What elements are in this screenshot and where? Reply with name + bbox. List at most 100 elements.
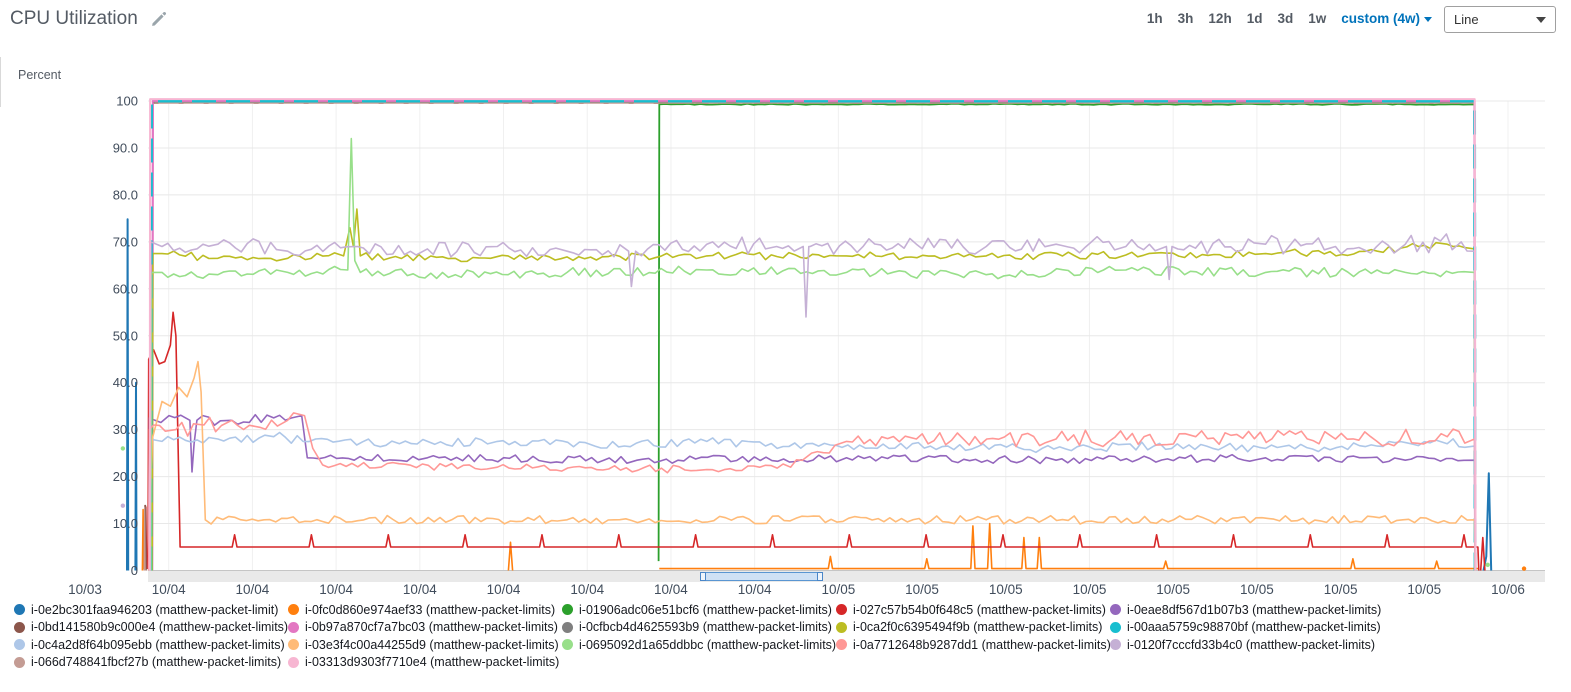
legend-item-i-03e3f4c00a44255d9[interactable]: i-03e3f4c00a44255d9 (matthew-packet-limi… bbox=[288, 636, 562, 654]
x-tick-label: 10/05 bbox=[1240, 582, 1274, 597]
y-tick-label: 20.0 bbox=[113, 469, 138, 484]
x-tick-label: 10/05 bbox=[1156, 582, 1190, 597]
chart-legend: i-0e2bc301faa946203 (matthew-packet-limi… bbox=[14, 601, 1381, 671]
series-line-i-0fc0d860e974aef33 bbox=[659, 522, 1480, 570]
legend-swatch bbox=[288, 639, 299, 651]
legend-item-i-027c57b54b0f648c5[interactable]: i-027c57b54b0f648c5 (matthew-packet-limi… bbox=[836, 601, 1110, 619]
series-line-i-03313d9303f7710e4 bbox=[148, 98, 1477, 571]
page-title: CPU Utilization bbox=[10, 8, 138, 29]
y-tick-label: 50.0 bbox=[113, 328, 138, 343]
range-button-3h[interactable]: 3h bbox=[1177, 11, 1194, 26]
legend-item-i-01906adc06e51bcf6[interactable]: i-01906adc06e51bcf6 (matthew-packet-limi… bbox=[562, 601, 836, 619]
legend-swatch bbox=[836, 621, 847, 633]
legend-item-i-00aaa5759c98870bf[interactable]: i-00aaa5759c98870bf (matthew-packet-limi… bbox=[1110, 619, 1381, 637]
chart-series bbox=[120, 98, 1527, 571]
legend-label: i-03313d9303f7710e4 (matthew-packet-limi… bbox=[305, 655, 560, 670]
legend-label: i-01906adc06e51bcf6 (matthew-packet-limi… bbox=[579, 602, 832, 617]
y-tick-label: 100 bbox=[116, 94, 138, 109]
data-point-i-0695092d1a65ddbbc bbox=[120, 446, 126, 451]
legend-item-i-0fc0d860e974aef33[interactable]: i-0fc0d860e974aef33 (matthew-packet-limi… bbox=[288, 601, 562, 619]
legend-swatch bbox=[1110, 621, 1121, 633]
x-tick-label: 10/04 bbox=[570, 582, 604, 597]
series-line-i-0695092d1a65ddbbc bbox=[150, 137, 1476, 571]
custom-range-label: custom (4w) bbox=[1341, 11, 1420, 26]
series-line-i-0eae8df567d1b07b3 bbox=[147, 413, 1476, 571]
scrubber-selection[interactable] bbox=[699, 572, 823, 581]
series-line-i-01906adc06e51bcf6 bbox=[657, 102, 1476, 571]
range-button-1w[interactable]: 1w bbox=[1308, 11, 1327, 26]
data-point-i-0fc0d860e974aef33 bbox=[1521, 566, 1527, 571]
legend-label: i-0eae8df567d1b07b3 (matthew-packet-limi… bbox=[1127, 602, 1382, 617]
legend-label: i-0fc0d860e974aef33 (matthew-packet-limi… bbox=[305, 602, 556, 617]
x-tick-label: 10/04 bbox=[654, 582, 688, 597]
legend-item-i-0c4a2d8f64b095ebb[interactable]: i-0c4a2d8f64b095ebb (matthew-packet-limi… bbox=[14, 636, 288, 654]
legend-swatch bbox=[14, 604, 25, 616]
scrubber-handle-right[interactable] bbox=[816, 572, 823, 581]
legend-item-i-0eae8df567d1b07b3[interactable]: i-0eae8df567d1b07b3 (matthew-packet-limi… bbox=[1110, 601, 1381, 619]
legend-item-i-03313d9303f7710e4[interactable]: i-03313d9303f7710e4 (matthew-packet-limi… bbox=[288, 654, 562, 672]
series-line-i-0e2bc301faa946203 bbox=[126, 218, 130, 571]
legend-swatch bbox=[288, 621, 299, 633]
time-range-selector: 1h 3h 12h 1d 3d 1w custom (4w) bbox=[1147, 11, 1432, 26]
edit-title-icon[interactable] bbox=[150, 11, 167, 28]
legend-label: i-066d748841fbcf27b (matthew-packet-limi… bbox=[31, 655, 282, 670]
legend-label: i-0120f7cccfd33b4c0 (matthew-packet-limi… bbox=[1127, 637, 1376, 652]
y-tick-label: 30.0 bbox=[113, 422, 138, 437]
legend-item-i-0a7712648b9287dd1[interactable]: i-0a7712648b9287dd1 (matthew-packet-limi… bbox=[836, 636, 1111, 654]
legend-swatch bbox=[288, 656, 299, 668]
chart-type-select[interactable]: Line bbox=[1444, 6, 1556, 33]
y-tick-label: 10.0 bbox=[113, 516, 138, 531]
legend-swatch bbox=[14, 656, 25, 668]
legend-item-i-0695092d1a65ddbbc[interactable]: i-0695092d1a65ddbbc (matthew-packet-limi… bbox=[562, 636, 836, 654]
legend-item-i-0120f7cccfd33b4c0[interactable]: i-0120f7cccfd33b4c0 (matthew-packet-limi… bbox=[1110, 636, 1381, 654]
legend-label: i-027c57b54b0f648c5 (matthew-packet-limi… bbox=[853, 602, 1106, 617]
scrubber-handle-left[interactable] bbox=[699, 572, 706, 581]
left-edge-divider bbox=[0, 57, 1, 107]
legend-label: i-0a7712648b9287dd1 (matthew-packet-limi… bbox=[853, 637, 1111, 652]
legend-item-i-0e2bc301faa946203[interactable]: i-0e2bc301faa946203 (matthew-packet-limi… bbox=[14, 601, 288, 619]
series-line-i-0e2bc301faa946203 bbox=[134, 381, 138, 571]
legend-label: i-0ca2f0c6395494f9b (matthew-packet-limi… bbox=[853, 620, 1103, 635]
x-tick-label: 10/05 bbox=[1324, 582, 1358, 597]
custom-range-button[interactable]: custom (4w) bbox=[1341, 11, 1432, 26]
y-tick-label: 0 bbox=[131, 563, 138, 578]
x-tick-label: 10/05 bbox=[989, 582, 1023, 597]
series-line-i-0ca2f0c6395494f9b bbox=[151, 208, 1476, 571]
timeline-scrubber[interactable] bbox=[148, 571, 1545, 582]
x-tick-label: 10/05 bbox=[821, 582, 855, 597]
y-tick-label: 80.0 bbox=[113, 187, 138, 202]
y-axis-label: Percent bbox=[18, 68, 62, 82]
legend-label: i-0695092d1a65ddbbc (matthew-packet-limi… bbox=[579, 637, 837, 652]
legend-item-i-0ca2f0c6395494f9b[interactable]: i-0ca2f0c6395494f9b (matthew-packet-limi… bbox=[836, 619, 1110, 637]
legend-swatch bbox=[836, 604, 847, 616]
legend-label: i-0e2bc301faa946203 (matthew-packet-limi… bbox=[31, 602, 279, 617]
range-button-3d[interactable]: 3d bbox=[1277, 11, 1294, 26]
chart-type-selected-value: Line bbox=[1454, 12, 1479, 27]
series-line-i-0c4a2d8f64b095ebb bbox=[147, 431, 1476, 571]
x-tick-label: 10/04 bbox=[487, 582, 521, 597]
range-button-1h[interactable]: 1h bbox=[1146, 11, 1163, 26]
legend-item-i-0bd141580b9c000e4[interactable]: i-0bd141580b9c000e4 (matthew-packet-limi… bbox=[14, 619, 288, 637]
select-caret-icon bbox=[1536, 16, 1546, 23]
legend-label: i-03e3f4c00a44255d9 (matthew-packet-limi… bbox=[305, 637, 559, 652]
data-point-i-0695092d1a65ddbbc bbox=[1485, 562, 1490, 568]
legend-label: i-0c4a2d8f64b095ebb (matthew-packet-limi… bbox=[31, 637, 285, 652]
range-button-12h[interactable]: 12h bbox=[1208, 11, 1232, 26]
legend-label: i-00aaa5759c98870bf (matthew-packet-limi… bbox=[1127, 620, 1381, 635]
x-tick-label: 10/05 bbox=[1073, 582, 1107, 597]
legend-item-i-0b97a870cf7a7bc03[interactable]: i-0b97a870cf7a7bc03 (matthew-packet-limi… bbox=[288, 619, 562, 637]
legend-item-i-0cfbcb4d4625593b9[interactable]: i-0cfbcb4d4625593b9 (matthew-packet-limi… bbox=[562, 619, 836, 637]
y-tick-label: 90.0 bbox=[113, 140, 138, 155]
series-line-i-027c57b54b0f648c5 bbox=[144, 311, 1480, 571]
range-button-1d[interactable]: 1d bbox=[1246, 11, 1263, 26]
x-tick-label: 10/05 bbox=[1407, 582, 1441, 597]
legend-item-i-066d748841fbcf27b[interactable]: i-066d748841fbcf27b (matthew-packet-limi… bbox=[14, 654, 288, 672]
series-line-i-066d748841fbcf27b bbox=[143, 506, 146, 571]
data-point-i-0120f7cccfd33b4c0 bbox=[120, 503, 126, 508]
x-tick-label: 10/03 bbox=[68, 582, 102, 597]
x-tick-label: 10/04 bbox=[738, 582, 772, 597]
legend-swatch bbox=[562, 604, 573, 616]
legend-label: i-0b97a870cf7a7bc03 (matthew-packet-limi… bbox=[305, 620, 558, 635]
legend-label: i-0bd141580b9c000e4 (matthew-packet-limi… bbox=[31, 620, 289, 635]
